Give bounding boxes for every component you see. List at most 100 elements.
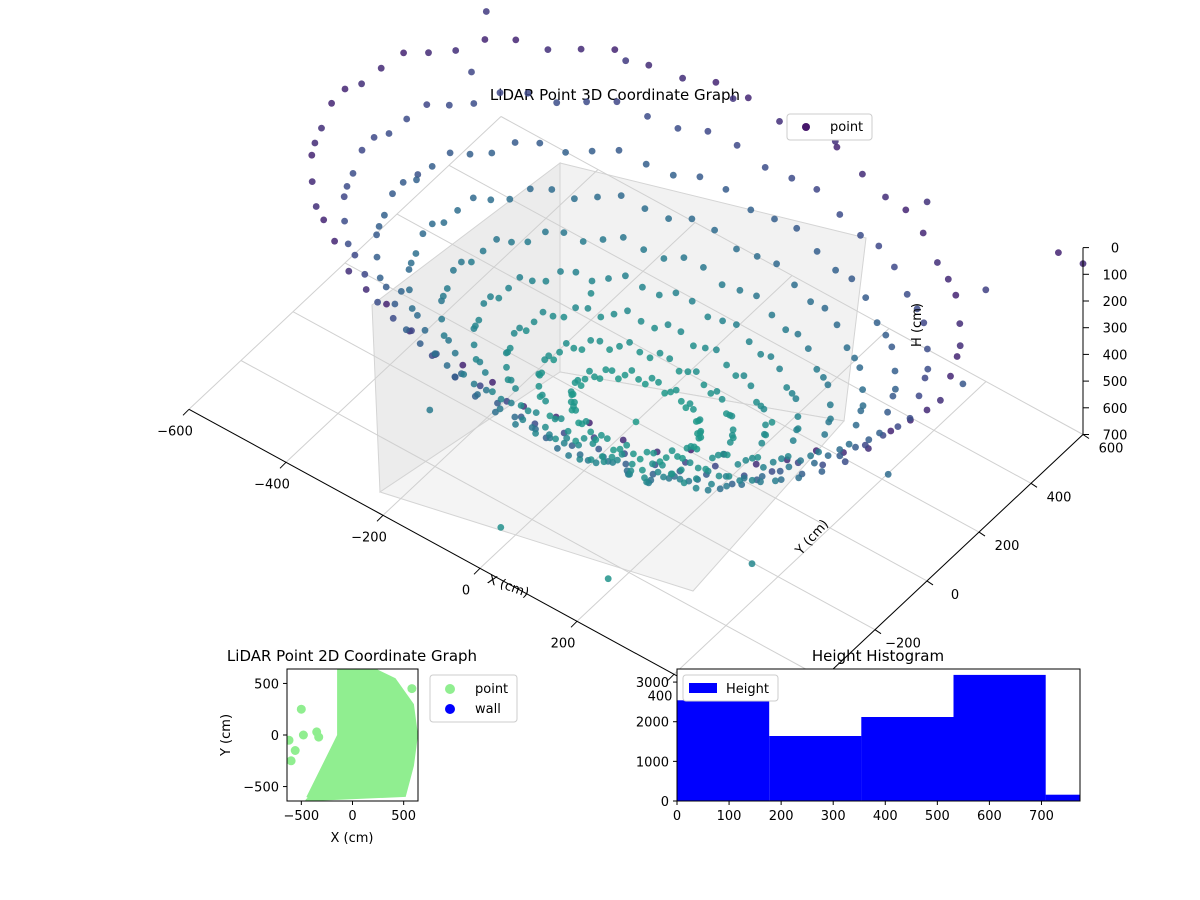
chart-3d-x-tick-label: −200 bbox=[351, 530, 387, 545]
chart-3d-point bbox=[563, 434, 571, 442]
chart-3d-point bbox=[599, 236, 607, 243]
chart-3d-point bbox=[718, 395, 726, 403]
chart-3d-point bbox=[381, 211, 388, 219]
chart-3d-point bbox=[768, 468, 776, 475]
chart-3d-point bbox=[439, 292, 447, 300]
chart-3d-point bbox=[546, 431, 553, 438]
chart-3d-point bbox=[693, 475, 700, 483]
chart-3d-point bbox=[548, 186, 556, 193]
chart-3d-point bbox=[821, 431, 829, 438]
chart-3d-point bbox=[704, 127, 712, 135]
chart-3d-point bbox=[596, 337, 604, 345]
chart-3d-point bbox=[506, 195, 514, 203]
chart-3d-point bbox=[959, 380, 967, 388]
chart-3d-point bbox=[619, 234, 627, 241]
chart-3d-point bbox=[536, 393, 544, 400]
chart-2d-legend-label-point: point bbox=[475, 682, 508, 697]
chart-3d-point bbox=[571, 195, 578, 203]
chart-3d-point bbox=[528, 277, 536, 285]
chart-3d-point bbox=[640, 246, 648, 254]
chart-3d-point bbox=[707, 390, 715, 397]
chart-hist-legend: Height bbox=[682, 674, 779, 702]
chart-3d-point bbox=[889, 392, 897, 400]
chart-3d-point bbox=[643, 448, 651, 456]
chart-3d-point bbox=[709, 454, 716, 462]
chart-3d-point bbox=[891, 263, 898, 271]
chart-3d-point bbox=[512, 36, 520, 44]
chart-3d-point bbox=[682, 404, 690, 412]
chart-3d-point bbox=[516, 324, 523, 332]
chart-3d-point bbox=[584, 305, 592, 312]
chart-3d-point bbox=[598, 453, 606, 460]
chart-3d-point bbox=[460, 371, 468, 378]
chart-3d-z-tick-label: 600 bbox=[1103, 402, 1128, 417]
chart-3d-point bbox=[859, 170, 866, 178]
chart-3d-point bbox=[859, 386, 866, 393]
chart-3d-point bbox=[345, 267, 353, 275]
chart-3d-point bbox=[711, 462, 719, 470]
chart-3d-point bbox=[873, 319, 881, 327]
chart-3d-point bbox=[924, 345, 931, 353]
chart-3d-point bbox=[470, 341, 478, 349]
chart-3d-point bbox=[535, 382, 543, 390]
chart-3d-point bbox=[953, 353, 961, 360]
chart-3d-y-tick-label: −200 bbox=[885, 637, 921, 652]
chart-3d-point bbox=[554, 445, 561, 452]
chart-3d-point bbox=[749, 454, 756, 462]
chart-3d-point bbox=[758, 439, 766, 447]
chart-hist-bar bbox=[953, 674, 1046, 801]
chart-3d-point bbox=[729, 434, 737, 442]
chart-3d-point bbox=[610, 310, 618, 318]
chart-3d-x-tick bbox=[182, 408, 190, 416]
chart-3d-point bbox=[792, 395, 800, 403]
chart-3d-point bbox=[426, 406, 434, 414]
chart-2d-point bbox=[314, 732, 324, 742]
chart-3d-x-tick-label: 400 bbox=[648, 689, 673, 704]
chart-2d-legend-marker-wall bbox=[445, 704, 455, 714]
chart-2d-x-tick-label: −500 bbox=[283, 809, 319, 824]
chart-3d-x-tick-label: 0 bbox=[462, 583, 470, 598]
chart-3d-point bbox=[517, 402, 525, 409]
chart-3d-point bbox=[836, 211, 844, 218]
chart-3d-point bbox=[570, 344, 578, 352]
chart-3d-point bbox=[428, 220, 436, 228]
chart-3d-x-tick bbox=[279, 461, 287, 469]
chart-3d-point bbox=[826, 401, 834, 409]
chart-3d-z-tick-label: 200 bbox=[1103, 295, 1128, 310]
chart-3d-point bbox=[903, 290, 911, 298]
chart-3d-point bbox=[642, 160, 650, 168]
chart-2d-point bbox=[290, 746, 300, 755]
chart-3d-point bbox=[389, 314, 397, 322]
chart-3d-point bbox=[627, 467, 635, 475]
chart-3d-point bbox=[524, 238, 532, 246]
chart-3d-point bbox=[562, 340, 570, 347]
chart-3d-point bbox=[664, 321, 672, 329]
chart-3d-point bbox=[588, 147, 596, 155]
chart-3d-point bbox=[666, 355, 674, 363]
chart-3d-point bbox=[615, 146, 623, 154]
chart-3d-point bbox=[771, 215, 778, 223]
chart-3d-y-tick bbox=[874, 629, 882, 635]
chart-3d-point bbox=[794, 413, 802, 420]
chart-3d-point bbox=[813, 248, 821, 255]
chart-3d-point bbox=[459, 361, 467, 369]
chart-2d-ticks: −500 0 500 500 0 −500 bbox=[243, 677, 416, 824]
chart-3d-gridline bbox=[448, 164, 1032, 484]
chart-3d-point bbox=[480, 300, 488, 307]
chart-3d-point bbox=[815, 448, 822, 456]
chart-3d-point bbox=[758, 473, 766, 480]
chart-3d-point bbox=[391, 300, 399, 308]
chart-3d-point bbox=[493, 236, 500, 243]
chart-3d-point bbox=[443, 285, 451, 292]
chart-3d-point bbox=[747, 206, 755, 214]
chart-3d-z-tick-label: 500 bbox=[1103, 375, 1128, 390]
chart-3d-z-tick-label: 0 bbox=[1111, 242, 1119, 257]
chart-hist-x-tick-label: 400 bbox=[873, 809, 898, 824]
chart-3d-point bbox=[797, 457, 804, 464]
chart-3d-point bbox=[583, 98, 590, 106]
chart-3d-point bbox=[662, 454, 670, 461]
chart-2d-y-tick-label: −500 bbox=[243, 781, 279, 796]
chart-3d-point bbox=[425, 49, 432, 57]
chart-hist-x-tick-label: 500 bbox=[925, 809, 950, 824]
chart-3d-point bbox=[744, 94, 752, 102]
